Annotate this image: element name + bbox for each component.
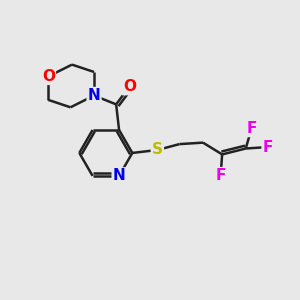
Text: F: F — [262, 140, 273, 154]
Text: S: S — [152, 142, 163, 158]
Text: N: N — [113, 168, 125, 183]
Text: N: N — [88, 88, 100, 103]
Text: O: O — [123, 79, 136, 94]
Text: F: F — [215, 168, 226, 183]
Text: O: O — [42, 69, 55, 84]
Text: F: F — [246, 121, 257, 136]
